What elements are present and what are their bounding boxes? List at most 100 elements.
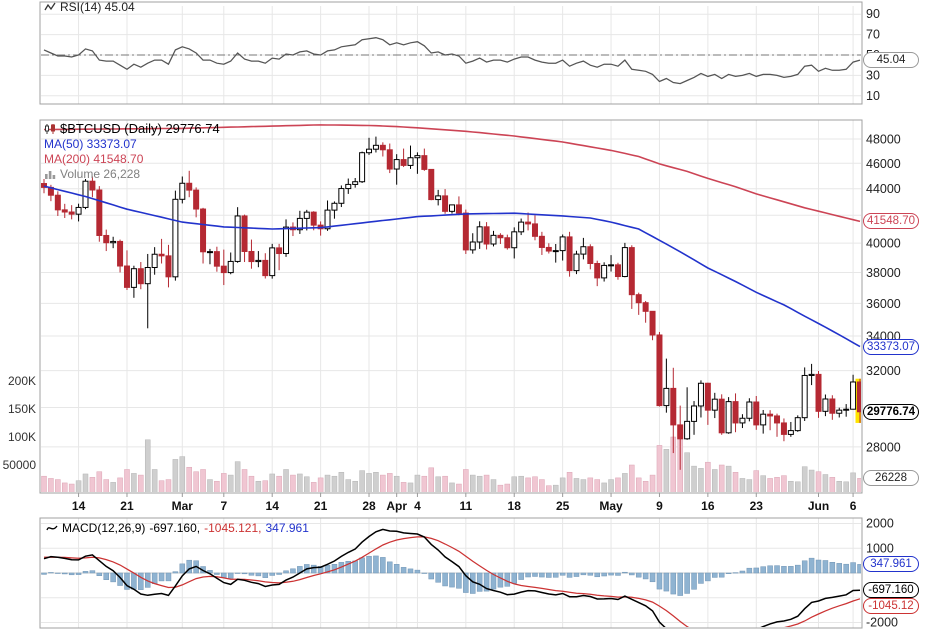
candle-body [794, 417, 801, 432]
candle-body [407, 157, 414, 166]
macd-plot [41, 528, 861, 627]
candle-body [179, 182, 186, 200]
volume-legend-row: Volume 26,228 [44, 167, 220, 181]
candle-body [414, 155, 421, 159]
macd-hist-bar [414, 569, 421, 574]
macd-hist-bar [172, 571, 179, 574]
candle-body [739, 417, 746, 424]
macd-hist-bar [739, 570, 746, 574]
x-axis-label: 14 [266, 499, 280, 513]
macd-hist-bar [158, 572, 165, 582]
volume-bar [815, 471, 822, 492]
volume-bar [829, 477, 836, 492]
candle-body [144, 267, 151, 285]
macd-hist-bar [469, 572, 476, 594]
volume-bar [310, 482, 317, 492]
rsi-indicator-icon [44, 2, 56, 11]
macd-hist-bar [276, 572, 282, 575]
volume-bar [497, 484, 504, 492]
candle-body [746, 401, 753, 419]
volume-bar [179, 456, 186, 492]
macd-hist-bar [345, 560, 352, 574]
candle-body [386, 149, 393, 170]
volume-bar [248, 475, 255, 492]
volume-bar [857, 478, 861, 492]
macd-hist-bar [656, 572, 663, 590]
volume-bar [691, 465, 697, 492]
candle-body [75, 206, 82, 215]
volume-bar [435, 476, 441, 492]
volume-bar [746, 479, 753, 492]
ma200-line [44, 124, 861, 223]
volume-bar [822, 474, 829, 492]
macd-hist-bar [552, 572, 559, 578]
macd-value: -697.160, [149, 521, 201, 535]
volume-bar [622, 473, 628, 492]
volume-bar [96, 471, 103, 492]
volume-bar [227, 474, 234, 492]
candle-body [200, 208, 207, 253]
macd-hist-bar [601, 572, 607, 577]
volume-bar [207, 479, 213, 492]
macd-hist-bar [373, 555, 379, 574]
candle-body [117, 240, 124, 267]
candle-body [151, 253, 158, 269]
macd-hist-bar [594, 572, 600, 578]
macd-hist-bar [504, 572, 511, 587]
volume-bar [324, 474, 331, 492]
volume-bar [449, 482, 455, 492]
candle-body [393, 159, 400, 170]
macd-hist-bar [103, 572, 109, 580]
macd-hist-bar [511, 572, 517, 584]
volume-bar [297, 473, 303, 492]
macd-hist-bar [179, 563, 186, 574]
volume-bar [753, 470, 760, 492]
volume-bar [373, 472, 379, 492]
volume-bar [421, 475, 428, 492]
candle-body [774, 415, 781, 424]
macd-icon [46, 525, 58, 531]
macd-legend: MACD(12,26,9) -697.160, -1045.121, 347.9… [46, 521, 309, 535]
macd-hist-bar [580, 572, 587, 576]
volume-bar [698, 468, 704, 492]
candle-body [538, 235, 545, 248]
candle-body [303, 211, 310, 219]
candle-body [193, 189, 200, 210]
volume-legend: Volume 26,228 [60, 167, 141, 181]
volume-bar [546, 485, 552, 492]
volume-bar [151, 469, 158, 492]
volume-bar [387, 473, 393, 492]
volume-bar [400, 482, 407, 492]
macd-hist-bar [400, 567, 407, 574]
price-panel-border [39, 119, 863, 494]
volume-bar [41, 475, 47, 492]
candle-body [345, 183, 352, 190]
volume-bar [843, 481, 849, 492]
macd-hist-bar [407, 568, 414, 574]
candle-body [497, 234, 504, 239]
candle-body [476, 226, 483, 243]
candle-body [753, 401, 760, 426]
x-axis-label: 21 [314, 499, 328, 513]
macd-hist-bar [525, 572, 531, 578]
volume-bar [456, 483, 462, 492]
volume-bar [649, 474, 656, 492]
macd-hist-bar [767, 565, 773, 574]
volume-bar [469, 474, 476, 492]
volume-bar [345, 479, 352, 492]
macd-signal-line [43, 536, 861, 627]
macd-hist-bar [421, 572, 428, 574]
macd-hist-bar [732, 572, 739, 574]
macd-hist-bar [324, 565, 331, 574]
volume-bar [234, 461, 241, 492]
volume-bar [138, 474, 144, 492]
volume-bar [801, 466, 808, 492]
volume-bar [193, 471, 199, 492]
volume-bar [504, 483, 511, 492]
candle-body [704, 382, 711, 411]
macd-hist-bar [241, 572, 248, 575]
candle-body [269, 247, 276, 277]
macd-hist-bar [490, 572, 497, 590]
rsi-line [43, 37, 861, 85]
